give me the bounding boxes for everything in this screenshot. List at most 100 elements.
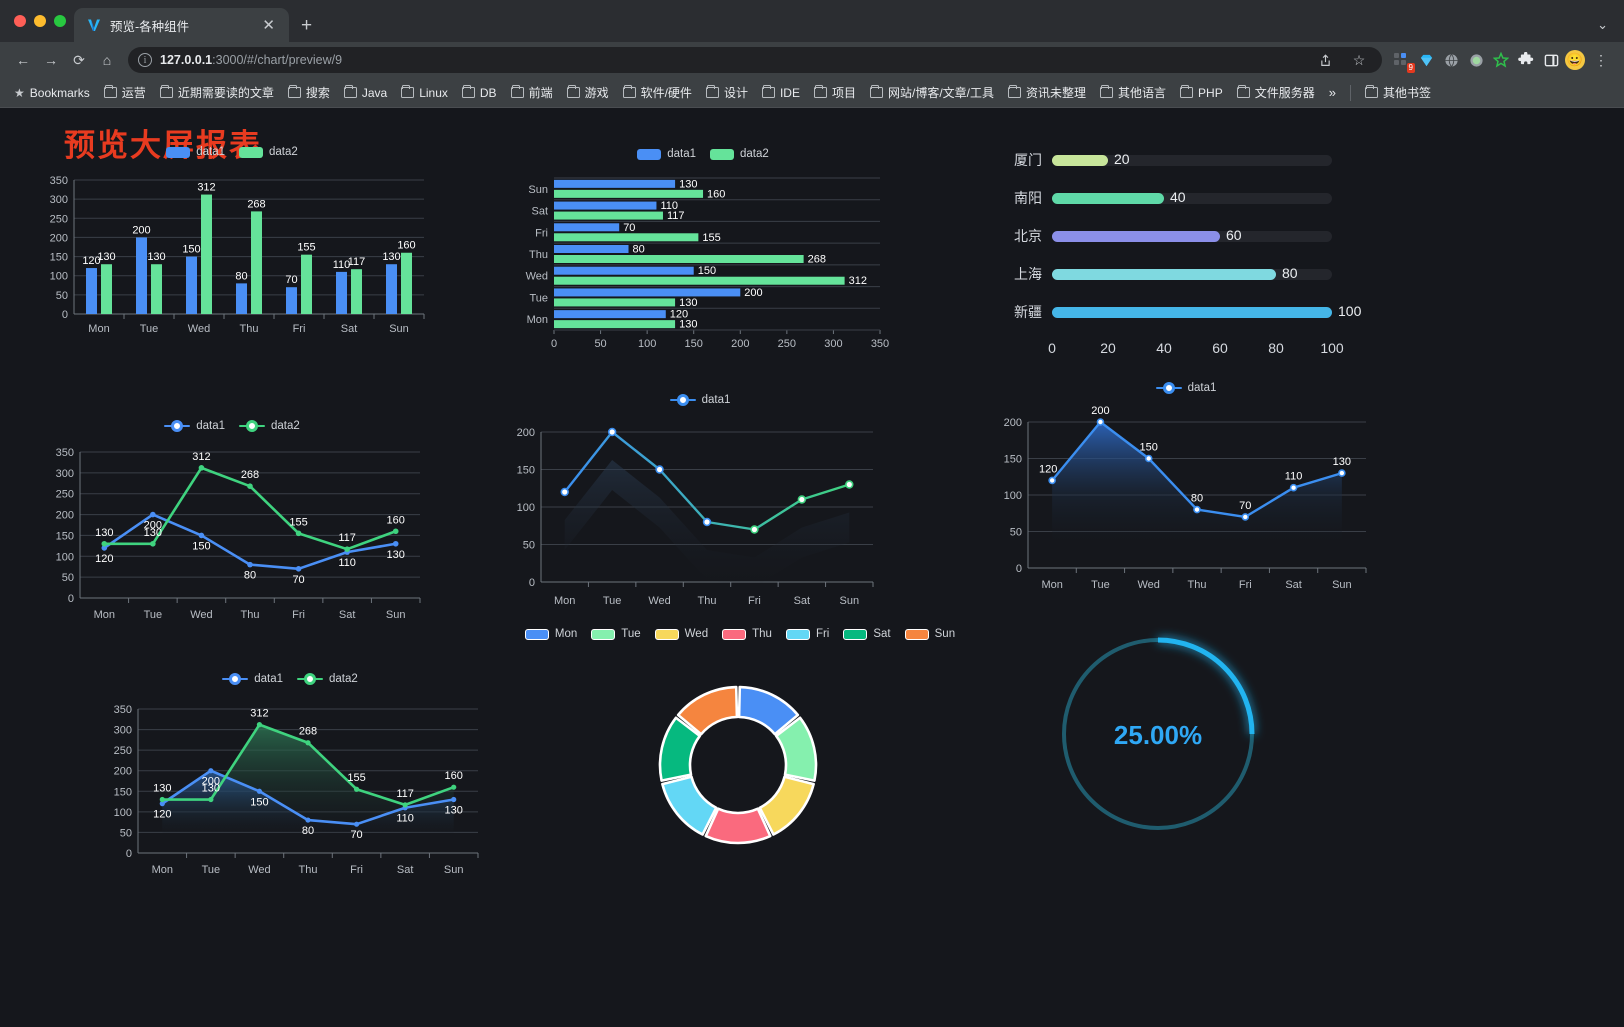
- browser-toolbar: ← → ⟳ ⌂ i 127.0.0.1:3000/#/chart/preview…: [0, 42, 1624, 78]
- star-outline-icon[interactable]: [1490, 49, 1512, 71]
- chart-line-smooth: data1 0 50 100 150 200 Mon Tue Wed Thu Fri Sat Sun: [505, 394, 895, 617]
- bookmarks-overflow-button[interactable]: »: [1328, 85, 1336, 100]
- new-tab-button[interactable]: +: [301, 15, 313, 36]
- window-controls[interactable]: [10, 0, 74, 42]
- puzzle-icon[interactable]: [1515, 49, 1537, 71]
- browser-menu-icon[interactable]: ⋮: [1594, 51, 1608, 68]
- legend-item-data1[interactable]: data1: [669, 394, 731, 406]
- svg-text:130: 130: [97, 251, 115, 263]
- legend-item-data2[interactable]: data2: [239, 420, 300, 432]
- legend-item-sat[interactable]: Sat: [843, 628, 891, 640]
- svg-text:100: 100: [114, 807, 132, 819]
- svg-text:Mon: Mon: [88, 323, 109, 335]
- bookmark-item[interactable]: 资讯未整理: [1002, 81, 1092, 104]
- svg-text:Wed: Wed: [188, 323, 210, 335]
- svg-text:50: 50: [56, 290, 68, 302]
- address-bar[interactable]: i 127.0.0.1:3000/#/chart/preview/9 ☆: [128, 47, 1382, 73]
- bookmark-item[interactable]: DB: [456, 83, 503, 103]
- bookmarks-manager-item[interactable]: ★ Bookmarks: [8, 83, 96, 103]
- bookmark-item[interactable]: 运营: [98, 81, 152, 104]
- legend-area-single: data1: [986, 382, 1386, 394]
- bookmark-item[interactable]: 文件服务器: [1231, 81, 1321, 104]
- chart-gauge: 25.00%: [1040, 616, 1280, 861]
- browser-tab[interactable]: 预览-各种组件 ✕: [74, 8, 289, 42]
- legend-item-data1[interactable]: data1: [166, 146, 225, 158]
- svg-text:155: 155: [702, 232, 720, 244]
- puzzle-blocks-icon[interactable]: 9: [1390, 49, 1415, 73]
- legend-label: data1: [701, 394, 731, 406]
- progress-row: 厦门 20: [996, 150, 1396, 170]
- svg-text:50: 50: [120, 827, 132, 839]
- minimize-window-button[interactable]: [34, 15, 46, 27]
- chart-bar-vertical: data1 data2 0 50 100 150 200 250 300 350 Mon 120 1…: [32, 146, 432, 351]
- legend-item-data2[interactable]: data2: [710, 148, 769, 160]
- gauge-plot: 25.00%: [1062, 637, 1255, 830]
- legend-item-data2[interactable]: data2: [297, 673, 358, 685]
- back-button[interactable]: ←: [16, 52, 30, 68]
- tab-close-icon[interactable]: ✕: [262, 16, 275, 34]
- legend-label: data1: [254, 673, 283, 685]
- home-button[interactable]: ⌂: [102, 52, 112, 68]
- bookmark-item[interactable]: 设计: [700, 81, 754, 104]
- legend-item-sun[interactable]: Sun: [904, 628, 955, 640]
- svg-text:150: 150: [50, 252, 68, 264]
- bookmark-item[interactable]: 项目: [808, 81, 862, 104]
- axis-tick: 100: [1320, 340, 1344, 356]
- bookmark-star-icon[interactable]: ☆: [1352, 51, 1366, 68]
- site-info-icon[interactable]: i: [138, 53, 152, 67]
- forward-button[interactable]: →: [44, 52, 58, 68]
- svg-text:200: 200: [50, 232, 68, 244]
- legend-item-tue[interactable]: Tue: [591, 628, 641, 640]
- circle-icon[interactable]: [1465, 49, 1487, 71]
- legend-item-fri[interactable]: Fri: [785, 628, 829, 640]
- bookmark-item[interactable]: 搜索: [282, 81, 336, 104]
- bookmark-item[interactable]: IDE: [756, 83, 806, 103]
- maximize-window-button[interactable]: [54, 15, 66, 27]
- close-window-button[interactable]: [14, 15, 26, 27]
- legend-item-data1[interactable]: data1: [637, 148, 696, 160]
- svg-text:130: 130: [679, 319, 697, 331]
- legend-swatch-icon: [722, 628, 747, 640]
- share-icon[interactable]: [1312, 47, 1338, 73]
- svg-text:80: 80: [302, 825, 314, 837]
- globe-icon[interactable]: [1440, 49, 1462, 71]
- bookmark-item[interactable]: 网站/博客/文章/工具: [864, 81, 1000, 104]
- bookmark-label: 项目: [831, 86, 856, 100]
- sidepanel-icon[interactable]: [1540, 49, 1562, 71]
- legend-item-data1[interactable]: data1: [164, 420, 225, 432]
- svg-text:130: 130: [202, 783, 220, 795]
- bookmark-item[interactable]: Java: [338, 83, 393, 103]
- legend-item-data2[interactable]: data2: [239, 146, 298, 158]
- bookmark-item[interactable]: 游戏: [561, 81, 615, 104]
- svg-text:110: 110: [660, 200, 678, 212]
- avatar[interactable]: 😀: [1565, 50, 1585, 70]
- legend-item-data1[interactable]: data1: [222, 673, 283, 685]
- legend-label: Tue: [621, 628, 641, 640]
- bookmark-item[interactable]: 近期需要读的文章: [154, 81, 280, 104]
- window-caret-icon[interactable]: ⌄: [1597, 17, 1608, 32]
- bookmark-item[interactable]: 软件/硬件: [617, 81, 698, 104]
- svg-text:300: 300: [824, 338, 842, 350]
- diamond-icon[interactable]: [1415, 49, 1437, 71]
- svg-text:150: 150: [114, 786, 132, 798]
- legend-swatch-icon: [710, 148, 734, 160]
- progress-row: 南阳 40: [996, 188, 1396, 208]
- legend-item-wed[interactable]: Wed: [654, 628, 708, 640]
- legend-swatch-icon: [904, 628, 929, 640]
- reload-button[interactable]: ⟳: [73, 51, 85, 68]
- bookmark-item[interactable]: 其他语言: [1094, 81, 1172, 104]
- legend-item-data1[interactable]: data1: [1155, 382, 1216, 394]
- progress-label: 南阳: [1014, 190, 1042, 206]
- bookmark-label: 搜索: [305, 86, 330, 100]
- legend-item-mon[interactable]: Mon: [524, 628, 577, 640]
- legend-item-thu[interactable]: Thu: [722, 628, 772, 640]
- other-bookmarks-item[interactable]: 其他书签: [1359, 81, 1437, 104]
- bookmark-item[interactable]: 前端: [505, 81, 559, 104]
- progress-track: 60: [1052, 227, 1332, 243]
- extension-badge: 9: [1406, 63, 1415, 73]
- bookmark-item[interactable]: PHP: [1174, 83, 1229, 103]
- svg-text:268: 268: [241, 469, 259, 481]
- bookmark-item[interactable]: Linux: [395, 83, 454, 103]
- svg-text:350: 350: [114, 704, 132, 716]
- chart-grid: data1 data2 0 50 100 150 200 250 300 350 Mon 120 1…: [0, 108, 1624, 1027]
